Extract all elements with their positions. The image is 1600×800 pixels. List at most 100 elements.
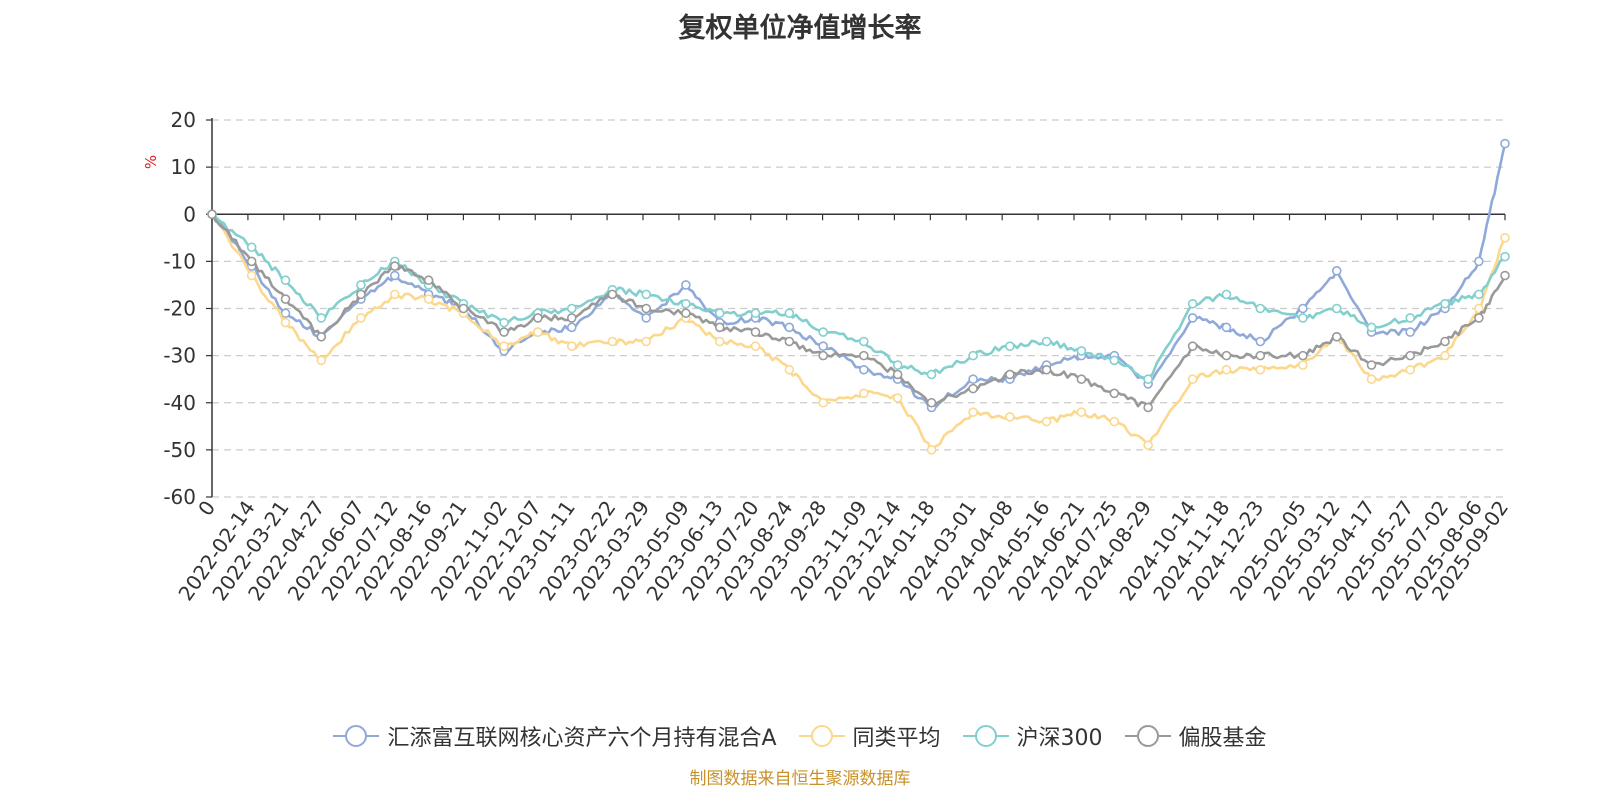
grid-lines [212, 119, 1505, 498]
y-tick-label: -40 [163, 391, 196, 415]
data-point [859, 364, 869, 375]
data-point [892, 369, 903, 380]
data-point [533, 327, 543, 337]
line-chart: 20100-10-20-30-40-50-60%02022-02-142022-… [142, 108, 1513, 605]
data-point [1405, 313, 1416, 323]
legend-label: 同类平均 [852, 726, 941, 751]
data-point [458, 303, 469, 314]
data-point [968, 383, 978, 394]
legend-item[interactable]: 汇添富互联网核心资产六个月持有混合A [333, 720, 777, 752]
data-point [1005, 341, 1015, 352]
legend-marker-icon [798, 724, 845, 748]
data-point [1331, 265, 1342, 276]
data-point [1405, 364, 1416, 375]
source-note: 制图数据来自恒生聚源数据库 [689, 769, 911, 789]
data-point [499, 327, 509, 337]
data-point [1405, 350, 1416, 361]
data-point [784, 322, 795, 333]
legend-item[interactable]: 偏股基金 [1124, 720, 1267, 752]
data-point [246, 242, 257, 253]
data-point [1474, 303, 1484, 314]
data-point [1143, 402, 1153, 413]
data-point [207, 209, 217, 220]
data-point [1076, 346, 1087, 356]
data-point [1331, 303, 1342, 314]
data-point [1143, 374, 1153, 384]
data-point [926, 445, 937, 455]
legend-label: 汇添富互联网核心资产六个月持有混合A [387, 726, 777, 751]
data-point [1255, 303, 1266, 314]
data-point [818, 327, 829, 337]
data-point [1298, 360, 1308, 370]
data-point [566, 322, 577, 333]
series-line [210, 143, 1507, 409]
data-point [1187, 341, 1198, 352]
data-point [968, 407, 978, 417]
data-point [714, 322, 725, 333]
data-point [1143, 440, 1153, 450]
data-point [968, 350, 978, 361]
data-point [641, 289, 652, 300]
data-point [1366, 374, 1377, 384]
legend-marker-icon [333, 724, 380, 748]
data-point [859, 336, 869, 347]
data-point [1255, 364, 1266, 375]
data-point [750, 327, 761, 337]
data-point [1474, 256, 1484, 267]
data-point [246, 256, 257, 267]
data-point [1041, 416, 1052, 427]
data-point [818, 341, 829, 352]
data-point [1041, 336, 1052, 347]
y-tick-label: -10 [163, 249, 196, 273]
data-point [714, 308, 725, 319]
data-point [1474, 289, 1484, 300]
data-point [423, 275, 434, 286]
data-point [1298, 350, 1308, 361]
data-point [784, 336, 795, 347]
data-point [1500, 270, 1510, 281]
y-tick-label: 20 [171, 108, 196, 132]
data-point [1440, 336, 1450, 347]
data-point [1500, 233, 1510, 243]
x-tick-label: 0 [193, 496, 220, 520]
data-point [316, 331, 327, 342]
data-point [356, 313, 366, 323]
series-line [211, 213, 1506, 381]
data-point [714, 336, 725, 347]
y-tick-label: -20 [163, 297, 196, 321]
data-point [1500, 138, 1510, 149]
data-point [1187, 298, 1198, 309]
data-point [681, 308, 691, 319]
data-point [750, 308, 761, 319]
data-point [316, 355, 327, 366]
legend-label: 沪深300 [1016, 726, 1103, 751]
data-point [389, 289, 400, 300]
y-tick-label: 0 [183, 202, 196, 226]
data-point [1255, 336, 1266, 347]
data-point [681, 298, 691, 309]
data-point [1366, 322, 1377, 333]
legend: 汇添富互联网核心资产六个月持有混合A 同类平均 沪深300 偏股基金 [0, 720, 1600, 752]
data-point [1076, 407, 1087, 417]
data-point [1221, 289, 1232, 300]
data-point [280, 294, 291, 304]
data-point [1221, 322, 1232, 333]
series-lines [207, 138, 1510, 455]
data-point [566, 303, 577, 314]
legend-marker-icon [1124, 724, 1171, 748]
chart-title: 复权单位净值增长率 [678, 13, 922, 44]
data-point [1440, 350, 1450, 361]
data-point [784, 308, 795, 319]
data-point [1109, 355, 1120, 366]
data-point [892, 360, 903, 370]
data-point [859, 350, 869, 361]
data-point [1076, 374, 1087, 384]
data-point [1187, 374, 1198, 384]
legend-item[interactable]: 沪深300 [962, 720, 1103, 752]
data-point [859, 388, 869, 399]
y-tick-label: 10 [171, 155, 196, 179]
data-point [423, 294, 434, 304]
legend-item[interactable]: 同类平均 [798, 720, 941, 752]
data-point [280, 308, 291, 319]
